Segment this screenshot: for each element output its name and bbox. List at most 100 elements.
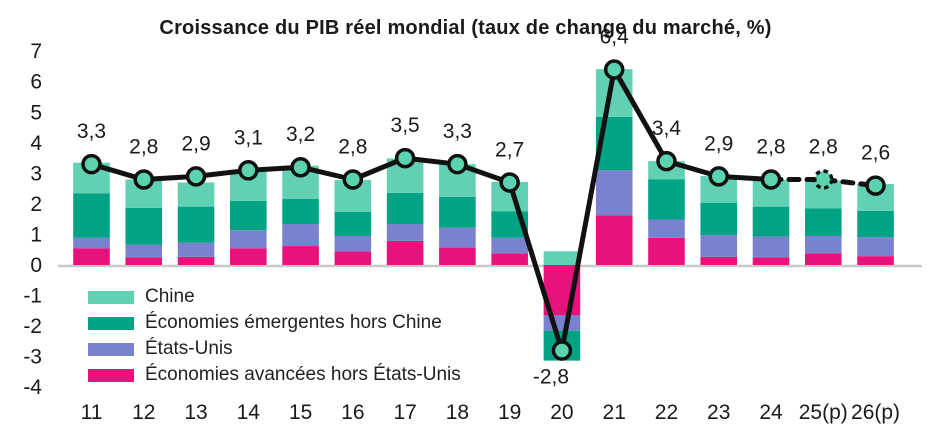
y-axis-tick-label: 7 [30, 40, 42, 63]
y-axis-tick-label: 0 [30, 254, 42, 277]
bar-segment [230, 200, 267, 231]
x-axis-category-label: 24 [759, 401, 783, 424]
data-label: 3,4 [652, 117, 682, 140]
bar-segment [491, 253, 528, 265]
bar-segment [282, 246, 319, 265]
bar-segment [386, 192, 424, 225]
y-axis-tick-label: 4 [30, 132, 42, 155]
x-axis-category-label: 11 [81, 401, 103, 424]
x-axis-category-label: 17 [393, 401, 416, 424]
legend-item-avancees-hors-etats-unis: Économies avancées hors États-Unis [88, 362, 461, 388]
bar-segment [334, 251, 372, 265]
y-axis-tick-label: 5 [30, 101, 42, 124]
bar-segment [439, 247, 476, 265]
line-marker [133, 169, 155, 190]
chart-legend: Chine Économies émergentes hors Chine Ét… [88, 284, 461, 388]
data-label: 2,7 [495, 139, 524, 162]
legend-swatch-etats-unis [88, 342, 134, 356]
legend-item-emergentes-hors-chine: Économies émergentes hors Chine [88, 310, 461, 336]
bar-segment [125, 244, 163, 258]
legend-label-etats-unis: États-Unis [145, 338, 233, 359]
y-axis-tick-label: 6 [30, 71, 42, 94]
bar-segment [125, 257, 163, 265]
line-marker [760, 169, 782, 190]
bar-segment [752, 257, 790, 265]
line-marker [394, 147, 416, 169]
data-label: 3,3 [77, 120, 106, 143]
legend-swatch-avancees-hors-etats-unis [88, 368, 134, 382]
data-label: -2,8 [533, 366, 569, 389]
bar-segment [700, 202, 738, 236]
line-marker [813, 169, 834, 190]
x-axis-category-label: 12 [132, 401, 155, 424]
bar-segment [595, 170, 633, 216]
legend-item-etats-unis: États-Unis [88, 336, 461, 362]
data-label: 3,5 [391, 114, 420, 137]
data-label: 3,1 [234, 126, 263, 149]
bar-segment [648, 179, 685, 220]
data-label: 2,8 [756, 135, 785, 158]
bar-segment [752, 206, 790, 237]
y-axis-tick-label: -4 [23, 376, 42, 399]
data-label: 2,9 [181, 132, 210, 155]
bar-segment [334, 211, 372, 236]
bar-segment [752, 236, 790, 258]
legend-label-emergentes-hors-chine: Économies émergentes hors Chine [145, 312, 442, 333]
x-axis-category-label: 15 [289, 401, 312, 424]
bar-segment [386, 224, 424, 241]
bar-segment [125, 207, 163, 245]
x-axis-category-label: 23 [707, 401, 730, 424]
bar-segment [700, 235, 738, 257]
bar-segment [648, 219, 685, 238]
data-label: 2,6 [861, 142, 890, 165]
bar-segment [386, 240, 424, 265]
data-label: 3,2 [286, 123, 315, 146]
x-axis-category-label: 14 [237, 401, 261, 424]
y-axis-tick-label: -1 [23, 285, 42, 308]
bar-segment [177, 256, 215, 265]
line-marker [81, 153, 102, 175]
data-label: 2,9 [704, 132, 733, 155]
x-axis-category-label: 13 [184, 401, 207, 424]
data-label: 3,3 [443, 120, 472, 143]
x-axis-category-label: 16 [341, 401, 364, 424]
x-axis-category-label: 22 [655, 401, 678, 424]
legend-item-chine: Chine [88, 284, 461, 310]
bar-segment [857, 256, 894, 265]
legend-label-avancees-hors-etats-unis: Économies avancées hors États-Unis [145, 364, 461, 385]
bar-segment [73, 237, 110, 249]
bar-segment [230, 248, 267, 265]
x-axis-category-label: 26(p) [851, 401, 900, 424]
bar-segment [439, 196, 476, 228]
legend-swatch-chine [88, 290, 134, 304]
line-marker [238, 160, 259, 181]
bar-segment [73, 193, 110, 238]
y-axis-tick-label: -3 [23, 346, 42, 369]
line-marker [499, 172, 520, 193]
y-axis-tick-label: 2 [30, 193, 42, 216]
bar-segment [439, 227, 476, 248]
bar-segment [282, 199, 319, 225]
bar-segment [282, 224, 319, 247]
line-marker [185, 166, 207, 187]
bar-segment [595, 215, 633, 265]
bar-segment [648, 237, 685, 265]
line-marker [603, 59, 625, 80]
line-marker [290, 156, 311, 178]
y-axis-tick-label: -2 [23, 315, 42, 338]
bar-segment [804, 235, 842, 254]
bar-segment [804, 208, 842, 236]
bar-segment [543, 251, 581, 265]
bar-segment [230, 230, 267, 249]
bar-segment [334, 235, 372, 252]
x-axis-category-label: 21 [603, 401, 626, 424]
bar-segment [177, 206, 215, 243]
bar-segment [700, 256, 738, 265]
y-axis-tick-label: 1 [30, 223, 42, 246]
x-axis-category-label: 25(p) [799, 401, 848, 424]
bar-segment [177, 242, 215, 257]
bar-segment [491, 237, 528, 254]
line-marker [865, 175, 886, 196]
y-axis-tick-label: 3 [30, 162, 42, 185]
